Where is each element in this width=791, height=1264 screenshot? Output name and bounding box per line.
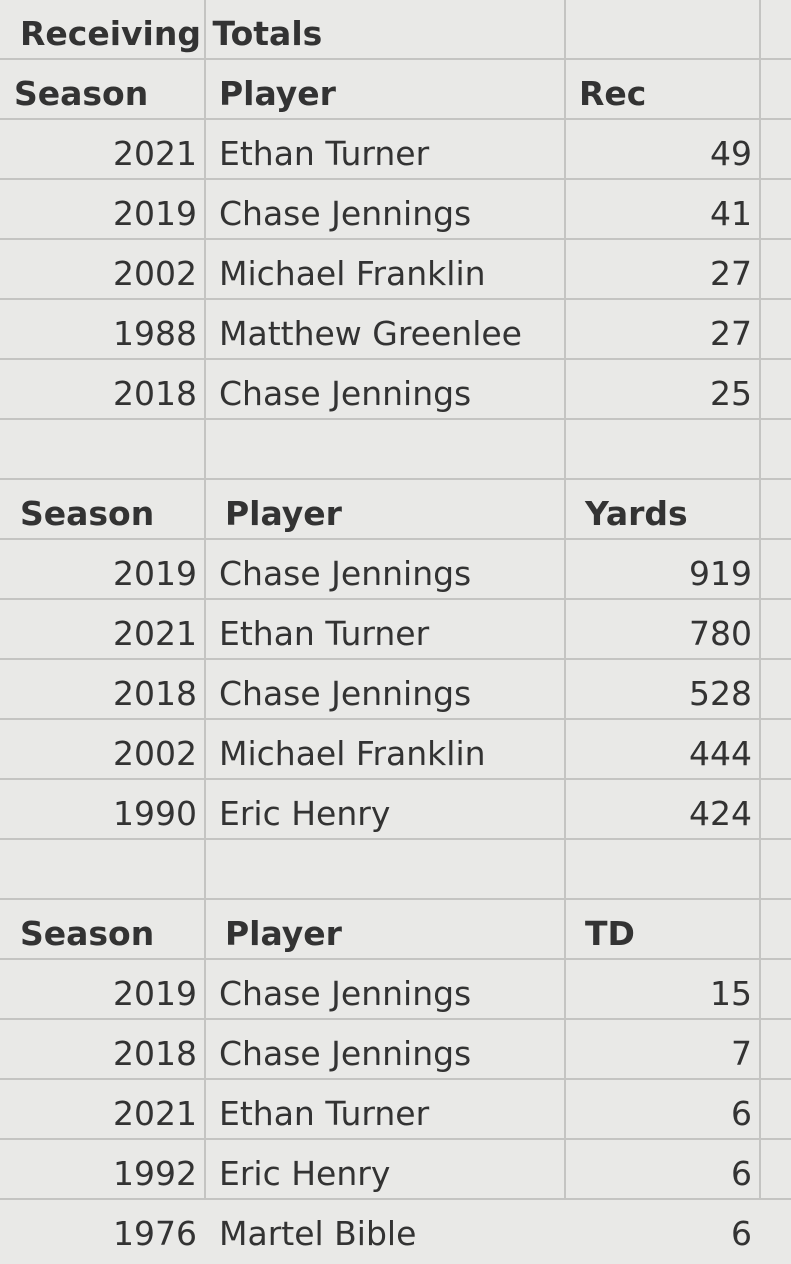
player-cell: Chase Jennings	[219, 554, 472, 593]
player-cell: Matthew Greenlee	[219, 314, 522, 353]
player-cell: Ethan Turner	[219, 614, 430, 653]
column-header: Player	[225, 914, 342, 953]
sheet-title: Receiving Totals	[20, 14, 323, 53]
value-cell: 919	[689, 554, 752, 593]
value-cell: 780	[689, 614, 752, 653]
season-cell: 1992	[113, 1154, 197, 1193]
value-cell: 25	[710, 374, 752, 413]
season-cell: 2021	[113, 614, 197, 653]
season-cell: 2021	[113, 1094, 197, 1133]
value-cell: 27	[710, 254, 752, 293]
player-cell: Chase Jennings	[219, 194, 472, 233]
column-header: Season	[20, 494, 155, 533]
player-cell: Martel Bible	[219, 1214, 417, 1253]
season-cell: 2002	[113, 254, 197, 293]
player-cell: Ethan Turner	[219, 134, 430, 173]
player-cell: Chase Jennings	[219, 674, 472, 713]
value-cell: 424	[689, 794, 752, 833]
column-header: Rec	[579, 74, 647, 113]
player-cell: Michael Franklin	[219, 254, 486, 293]
season-cell: 2018	[113, 374, 197, 413]
column-header: Player	[225, 494, 342, 533]
value-cell: 27	[710, 314, 752, 353]
column-header: Season	[20, 914, 155, 953]
value-cell: 15	[710, 974, 752, 1013]
value-cell: 41	[710, 194, 752, 233]
player-cell: Ethan Turner	[219, 1094, 430, 1133]
season-cell: 1976	[113, 1214, 197, 1253]
player-cell: Michael Franklin	[219, 734, 486, 773]
season-cell: 1988	[113, 314, 197, 353]
season-cell: 2018	[113, 1034, 197, 1073]
value-cell: 444	[689, 734, 752, 773]
value-cell: 528	[689, 674, 752, 713]
column-header: Season	[14, 74, 149, 113]
season-cell: 2019	[113, 554, 197, 593]
column-header: TD	[585, 914, 635, 953]
player-cell: Eric Henry	[219, 1154, 391, 1193]
season-cell: 2018	[113, 674, 197, 713]
value-cell: 6	[731, 1214, 752, 1253]
player-cell: Chase Jennings	[219, 374, 472, 413]
column-header: Player	[219, 74, 336, 113]
value-cell: 7	[731, 1034, 752, 1073]
player-cell: Eric Henry	[219, 794, 391, 833]
player-cell: Chase Jennings	[219, 974, 472, 1013]
value-cell: 49	[710, 134, 752, 173]
season-cell: 2021	[113, 134, 197, 173]
season-cell: 2019	[113, 974, 197, 1013]
season-cell: 2019	[113, 194, 197, 233]
season-cell: 1990	[113, 794, 197, 833]
column-header: Yards	[585, 494, 688, 533]
season-cell: 2002	[113, 734, 197, 773]
value-cell: 6	[731, 1094, 752, 1133]
value-cell: 6	[731, 1154, 752, 1193]
player-cell: Chase Jennings	[219, 1034, 472, 1073]
